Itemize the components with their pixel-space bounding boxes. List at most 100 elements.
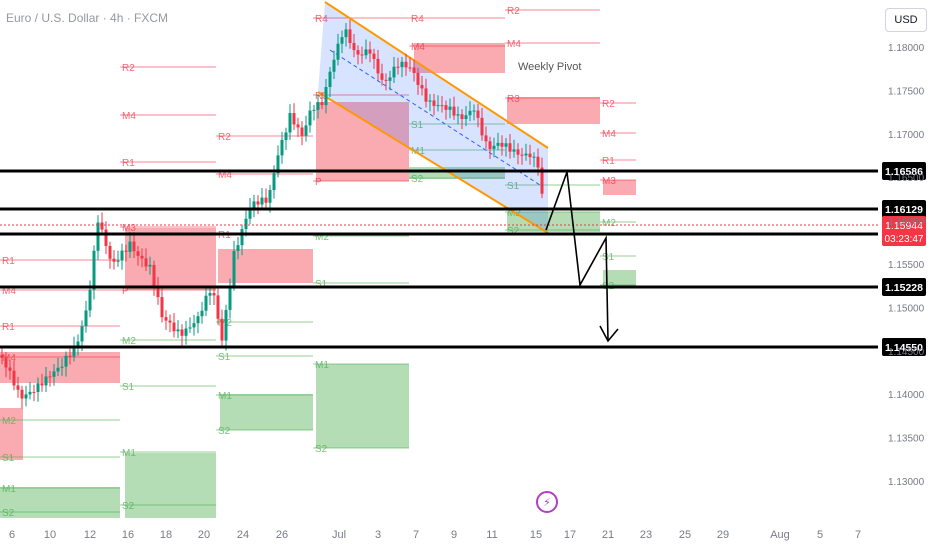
candle-body	[332, 59, 336, 72]
lightning-icon[interactable]: ⚡	[536, 491, 558, 513]
candle-body	[144, 258, 148, 267]
x-tick-label: 25	[679, 529, 691, 541]
x-tick-label: 26	[276, 529, 288, 541]
candle-body	[300, 127, 304, 136]
projection-line	[545, 171, 609, 341]
price-axis[interactable]: 1.18000 1.17500 1.17000 1.16500 1.16000 1.155…	[888, 43, 925, 488]
x-tick-label: 18	[160, 529, 172, 541]
time-axis[interactable]: 6 10 12 16 18 20 24 26 Jul 3 7 9 11 15 17 21 23 25 29 Aug 5 7	[9, 529, 861, 541]
pivot-label: R2	[507, 6, 520, 17]
candle-body	[316, 102, 320, 110]
pivot-label: S2	[507, 226, 520, 237]
x-tick-label: 20	[198, 529, 210, 541]
candle-body	[528, 153, 532, 158]
candle-body	[496, 142, 500, 146]
pivot-zone	[603, 270, 636, 287]
y-tick-label: 1.17000	[888, 130, 925, 141]
candle-body	[64, 355, 68, 367]
projection-path	[545, 171, 619, 343]
candle-body	[116, 260, 120, 262]
candle-body	[224, 309, 228, 341]
candle-body	[536, 156, 540, 168]
candle-body	[444, 105, 448, 110]
candle-body	[312, 109, 316, 111]
candle-body	[44, 376, 48, 386]
pivot-label: M4	[2, 353, 16, 364]
key-level-tag	[882, 200, 926, 218]
candle-body	[260, 197, 264, 205]
symbol-label[interactable]: Euro / U.S. Dollar · 4h · FXCM	[6, 11, 169, 25]
candle-body	[356, 50, 360, 55]
candle-body	[268, 189, 272, 203]
key-level-label: 1.14550	[885, 342, 923, 354]
x-tick-label: 5	[817, 529, 823, 541]
candle-body	[232, 250, 236, 287]
pivot-zone	[218, 249, 313, 283]
candle-body	[280, 139, 284, 156]
pivot-label: R1	[122, 158, 135, 169]
candle-body	[20, 389, 24, 399]
candle-body	[384, 79, 388, 81]
pivot-zone	[125, 228, 216, 290]
candle-body	[328, 71, 332, 88]
candle-body	[304, 125, 308, 136]
candle-body	[296, 124, 300, 128]
candle-body	[436, 105, 440, 107]
x-tick-label: 23	[640, 529, 652, 541]
pivot-zone	[507, 97, 600, 124]
candle-body	[36, 383, 40, 393]
candle-body	[32, 391, 36, 393]
candle-body	[520, 154, 524, 156]
candle-body	[184, 328, 188, 336]
candle-body	[308, 110, 312, 126]
x-tick-label: 7	[855, 529, 861, 541]
candle-body	[484, 135, 488, 142]
candle-body	[156, 285, 160, 298]
candle-body	[464, 115, 468, 120]
candle-body	[516, 149, 520, 155]
candle-body	[120, 250, 124, 261]
pivot-label: M1	[122, 448, 136, 459]
currency-button[interactable]: USD	[885, 8, 927, 32]
pivot-label: S1	[411, 120, 424, 131]
candle-body	[204, 295, 208, 311]
pivot-label: M4	[411, 42, 425, 53]
candle-body	[28, 391, 32, 395]
candle-body	[276, 155, 280, 174]
candle-body	[416, 72, 420, 85]
candle-body	[16, 385, 20, 390]
pivot-zone	[0, 408, 23, 460]
candle-body	[172, 322, 176, 332]
last-price-label: 1.15944	[885, 220, 923, 232]
candle-body	[468, 110, 472, 116]
candle-body	[80, 326, 84, 342]
pivot-lines: R1 M4 R1 M4 M2 S1 M1 S2 R2 M4 R1 M3 P M2 S1 M1 S2 R2 M4 R1 M…	[0, 6, 636, 519]
candle-body	[456, 114, 460, 116]
x-tick-label: 16	[122, 529, 134, 541]
pivot-zone	[414, 43, 505, 73]
candle-body	[336, 43, 340, 60]
x-tick-label: 10	[44, 529, 56, 541]
pivot-label: M2	[2, 416, 16, 427]
candle-body	[4, 357, 8, 368]
pivot-zone	[125, 453, 216, 518]
pivot-label: S1	[2, 453, 15, 464]
y-tick-label: 1.14500	[888, 347, 925, 358]
candle-body	[208, 293, 212, 296]
pivot-label: M4	[2, 286, 16, 297]
x-tick-label: 9	[451, 529, 457, 541]
pivot-label: P	[122, 286, 129, 297]
weekly-pivot-annotation: Weekly Pivot	[518, 61, 581, 73]
candle-body	[76, 341, 80, 347]
candle-body	[472, 110, 476, 112]
y-tick-label: 1.13000	[888, 477, 925, 488]
candle-body	[476, 110, 480, 118]
candle-body	[96, 222, 100, 251]
key-levels: 1.165861.161291.158421.152281.145501.159…	[0, 162, 926, 356]
y-tick-label: 1.15000	[888, 303, 925, 314]
candle-body	[180, 329, 184, 336]
candle-body	[248, 207, 252, 219]
pivot-label: M1	[315, 360, 329, 371]
candle-body	[132, 241, 136, 252]
